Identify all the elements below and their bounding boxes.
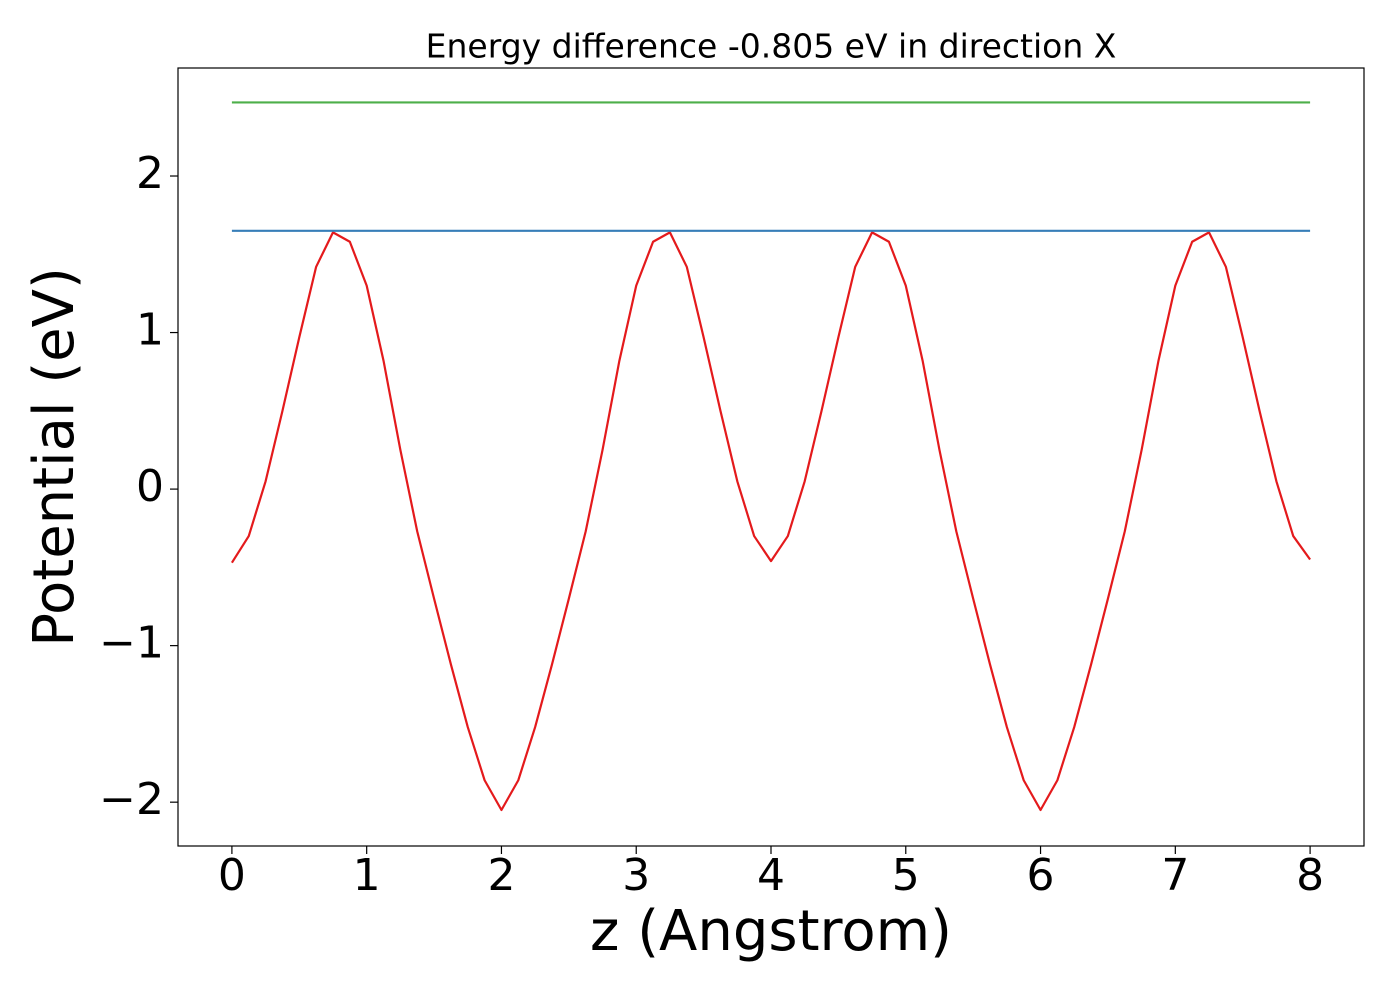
x-tick-label: 4 [757,850,785,901]
y-tick-label: −2 [99,774,164,825]
x-tick-label: 3 [622,850,650,901]
x-tick-label: 8 [1296,850,1324,901]
plot-frame [177,67,1365,847]
y-tick-label: −1 [99,618,164,669]
x-tick-label: 2 [487,850,515,901]
x-tick-label: 5 [892,850,920,901]
series-line [230,231,1311,812]
y-tick-label: 0 [136,461,164,512]
x-tick-label: 6 [1027,850,1055,901]
y-axis-label: Potential (eV) [22,267,87,647]
y-tick-label: 2 [136,148,164,199]
x-tick-label: 1 [353,850,381,901]
x-axis-label: z (Angstrom) [590,899,952,964]
y-tick-label: 1 [136,305,164,356]
x-tick-label: 7 [1161,850,1189,901]
chart-title: Energy difference -0.805 eV in direction… [426,27,1117,66]
x-tick-label: 0 [218,850,246,901]
